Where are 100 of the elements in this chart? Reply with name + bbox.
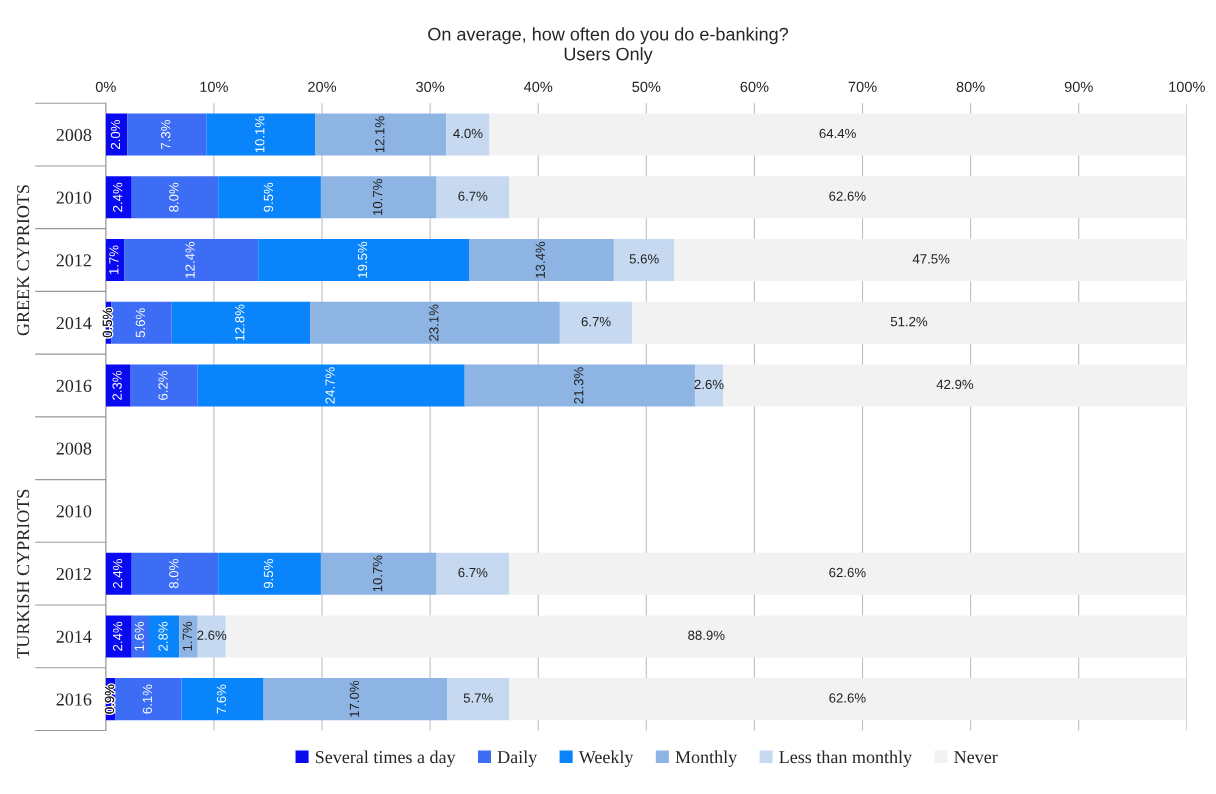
bar bbox=[179, 615, 198, 658]
data-label: 64.4% bbox=[819, 128, 856, 139]
legend-label: Daily bbox=[497, 750, 538, 767]
data-label: 42.9% bbox=[936, 379, 974, 390]
data-label: 12.8% bbox=[235, 304, 245, 341]
data-label: 21.3% bbox=[574, 367, 584, 404]
data-label: 8.0% bbox=[169, 559, 179, 589]
text: GREEK CYPRIOTS bbox=[17, 185, 30, 336]
bar bbox=[124, 239, 259, 282]
x-tick-label: 100% bbox=[1169, 81, 1205, 92]
bar bbox=[469, 239, 614, 282]
y-tick-label: 2014 bbox=[56, 630, 92, 643]
y-tick-label: 2010 bbox=[56, 505, 92, 518]
bar bbox=[149, 615, 180, 658]
y-tick-label: 2012 bbox=[56, 254, 91, 267]
bar bbox=[105, 615, 132, 658]
bar bbox=[131, 552, 219, 595]
data-label: 7.3% bbox=[161, 120, 171, 149]
data-label: 1.6% bbox=[134, 621, 144, 651]
bar bbox=[674, 239, 1187, 282]
data-label: 17.0% bbox=[349, 680, 360, 717]
data-label: 51.2% bbox=[890, 316, 928, 327]
bar bbox=[130, 364, 198, 407]
bar bbox=[613, 239, 675, 282]
bar bbox=[218, 176, 321, 219]
data-label: 10.7% bbox=[372, 555, 383, 592]
bar bbox=[464, 364, 695, 407]
data-label: 9.5% bbox=[263, 559, 274, 589]
data-label: 5.6% bbox=[629, 254, 659, 264]
bar bbox=[206, 113, 316, 156]
data-label: 8.0% bbox=[169, 182, 179, 212]
y-tick-label: 2014 bbox=[56, 317, 92, 330]
x-tick-label: 50% bbox=[632, 81, 661, 92]
bar bbox=[115, 678, 182, 721]
data-label: 62.6% bbox=[829, 693, 866, 703]
x-tick-label: 20% bbox=[308, 81, 337, 92]
data-label: 2.4% bbox=[112, 621, 123, 651]
data-label: 88.9% bbox=[688, 630, 725, 640]
chart-title: On average, how often do you do e-banking? bbox=[428, 27, 789, 45]
bar bbox=[310, 301, 560, 344]
data-label: 5.7% bbox=[463, 693, 493, 703]
data-label: 6.7% bbox=[581, 316, 611, 327]
data-label: 6.7% bbox=[458, 191, 488, 201]
data-label: 62.6% bbox=[829, 191, 866, 201]
data-label: 2.3% bbox=[112, 370, 122, 400]
data-label: 47.5% bbox=[912, 254, 950, 264]
data-label: 1.7% bbox=[182, 621, 192, 651]
data-label: 2.8% bbox=[158, 621, 168, 651]
y-tick-label: 2008 bbox=[56, 442, 92, 455]
y-tick-label: 2010 bbox=[56, 191, 92, 204]
text: TURKISH CYPRIOTS bbox=[17, 489, 30, 659]
chart-subtitle: Users Only bbox=[564, 47, 653, 64]
data-label: 2.4% bbox=[112, 559, 123, 589]
bar bbox=[489, 113, 1186, 156]
x-tick-label: 10% bbox=[200, 81, 228, 92]
bar bbox=[632, 301, 1186, 344]
bar bbox=[258, 239, 470, 282]
x-tick-label: 0% bbox=[95, 81, 116, 92]
bar bbox=[127, 113, 207, 156]
bar bbox=[559, 301, 633, 344]
bar bbox=[315, 113, 447, 156]
bar bbox=[197, 364, 465, 407]
data-label: 0.5% bbox=[102, 308, 113, 338]
bar bbox=[105, 364, 131, 407]
data-label: 7.6% bbox=[216, 684, 227, 714]
x-tick-label: 60% bbox=[740, 81, 769, 92]
bar bbox=[320, 176, 437, 219]
bar bbox=[263, 678, 448, 721]
data-label: 6.2% bbox=[158, 370, 168, 400]
legend-label: Less than monthly bbox=[779, 750, 913, 767]
data-label: 24.7% bbox=[325, 367, 335, 404]
bar bbox=[509, 176, 1186, 219]
data-label: 23.1% bbox=[429, 304, 439, 341]
data-label: 10.7% bbox=[372, 179, 383, 216]
data-label: 12.1% bbox=[375, 116, 385, 153]
data-label: 0.9% bbox=[104, 684, 115, 714]
data-label: 6.1% bbox=[142, 684, 153, 714]
bar bbox=[197, 615, 226, 658]
data-label: 1.7% bbox=[109, 245, 119, 275]
bar bbox=[446, 113, 490, 156]
bar bbox=[436, 552, 510, 595]
x-tick-label: 40% bbox=[523, 81, 553, 92]
bar bbox=[723, 364, 1187, 407]
data-label: 13.4% bbox=[535, 241, 545, 278]
x-tick-label: 80% bbox=[956, 81, 985, 92]
data-label: 12.4% bbox=[185, 241, 195, 278]
y-tick-label: 2008 bbox=[56, 128, 92, 142]
data-label: 62.6% bbox=[829, 567, 866, 578]
bar bbox=[131, 176, 219, 219]
bar bbox=[225, 615, 1187, 658]
legend-label: Monthly bbox=[675, 750, 738, 767]
data-label: 5.6% bbox=[135, 308, 146, 338]
bar bbox=[436, 176, 510, 219]
bar bbox=[105, 176, 132, 219]
legend-label: Never bbox=[954, 751, 998, 764]
data-label: 19.5% bbox=[357, 241, 368, 278]
y-tick-label: 2016 bbox=[56, 379, 92, 392]
data-label: 10.1% bbox=[255, 116, 265, 153]
bar bbox=[320, 552, 437, 595]
y-tick-label: 2016 bbox=[56, 693, 92, 706]
